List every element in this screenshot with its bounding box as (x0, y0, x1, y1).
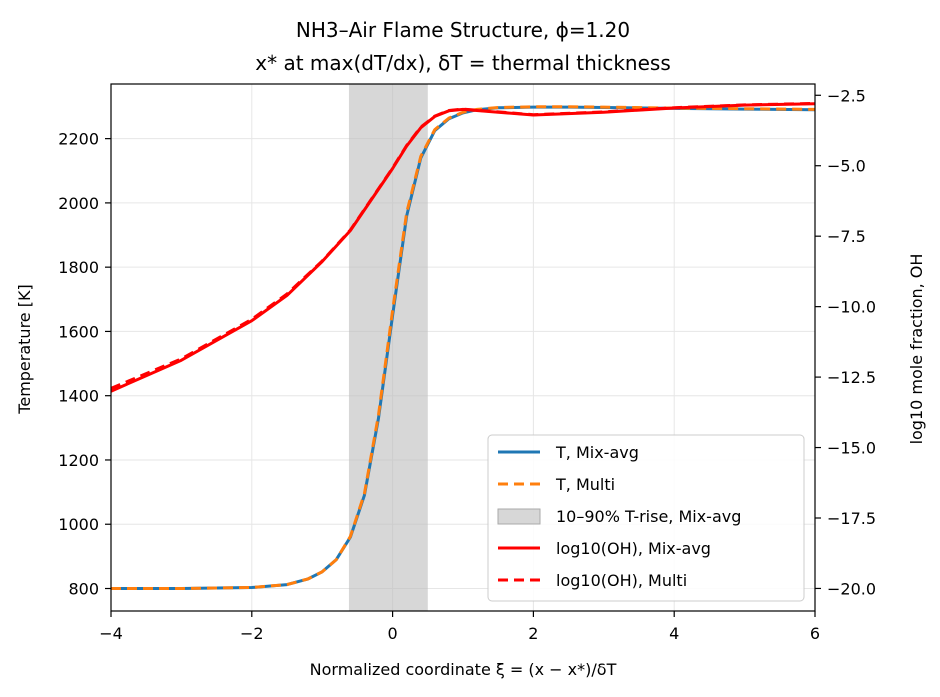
legend-box (487, 434, 805, 602)
x-tick-label: 0 (388, 624, 398, 643)
y-right-tick-label: −20.0 (827, 579, 876, 598)
x-tick-label: 6 (810, 624, 820, 643)
y-left-tick-label: 1800 (58, 258, 99, 277)
series-layer (110, 101, 816, 590)
y-right-tick-label: −2.5 (827, 86, 866, 105)
legend-patch (497, 508, 541, 525)
legend-label: log10(OH), Multi (556, 571, 687, 590)
x-tick-label: −4 (99, 624, 123, 643)
y-left-tick-label: 1200 (58, 451, 99, 470)
legend-label: T, Mix-avg (555, 443, 639, 462)
x-tick-label: 2 (528, 624, 538, 643)
y-right-tick-label: −17.5 (827, 509, 876, 528)
y-left-tick-label: 800 (68, 580, 99, 599)
y-right-tick-label: −7.5 (827, 227, 866, 246)
chart-subtitle: x* at max(dT/dx), δT = thermal thickness (255, 51, 670, 75)
y-left-axis: 800 1000 1200 1400 1600 1800 2000 2200 (58, 130, 111, 599)
chart-title: NH3–Air Flame Structure, ϕ=1.20 (296, 18, 630, 42)
x-axis: −4 −2 0 2 4 6 (99, 611, 820, 643)
x-tick-label: −2 (240, 624, 264, 643)
x-tick-label: 4 (669, 624, 679, 643)
legend: T, Mix-avg T, Multi 10–90% T-rise, Mix-avg… (487, 434, 805, 602)
series-line (111, 105, 816, 590)
y-right-tick-label: −10.0 (827, 298, 876, 317)
series-line (110, 101, 816, 390)
legend-label: log10(OH), Mix-avg (556, 539, 711, 558)
y-right-tick-label: −12.5 (827, 368, 876, 387)
plot-frame (110, 83, 816, 612)
y-left-tick-label: 1000 (58, 515, 99, 534)
y-right-tick-label: −15.0 (827, 439, 876, 458)
y-right-axis: −20.0 −17.5 −15.0 −12.5 −10.0 −7.5 −5.0 −2.5 (815, 86, 876, 598)
y-left-tick-label: 2200 (58, 130, 99, 149)
series-line (110, 102, 816, 393)
legend-label: 10–90% T-rise, Mix-avg (556, 507, 741, 526)
y-left-tick-label: 1400 (58, 387, 99, 406)
x-axis-label: Normalized coordinate ξ = (x − x*)/δT (310, 660, 617, 679)
y-left-tick-label: 2000 (58, 194, 99, 213)
y-left-tick-label: 1600 (58, 322, 99, 341)
y-right-axis-label: log10 mole fraction, OH (907, 254, 926, 445)
y-right-tick-label: −5.0 (827, 157, 866, 176)
legend-label: T, Multi (555, 475, 615, 494)
y-left-axis-label: Temperature [K] (15, 284, 34, 414)
